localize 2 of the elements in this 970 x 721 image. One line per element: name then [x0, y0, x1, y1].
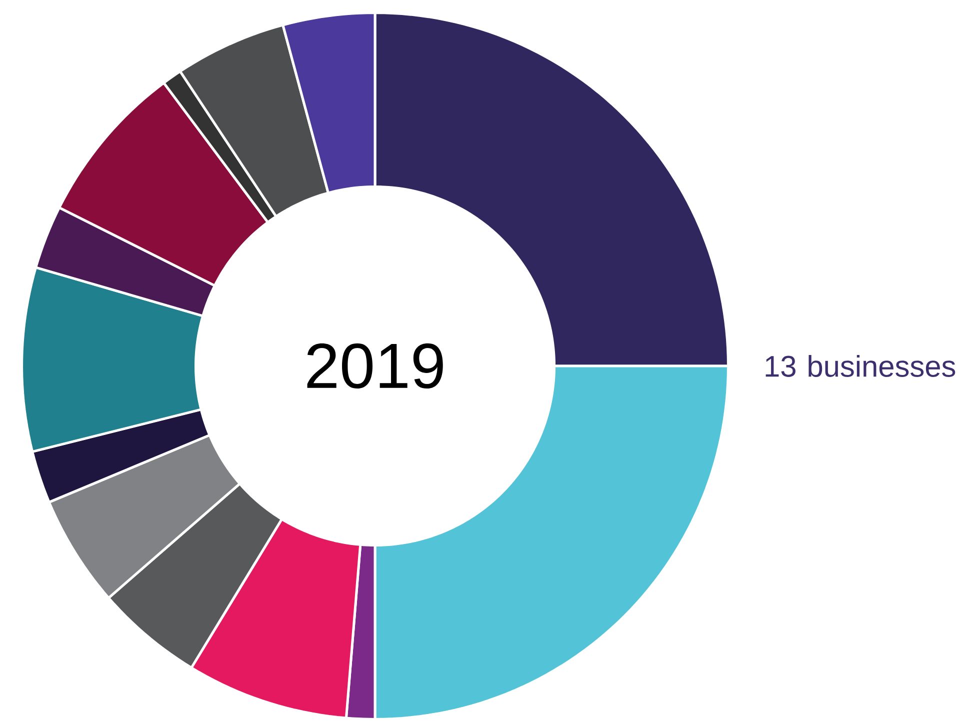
- text: 13 businesses: [766, 355, 956, 377]
- text: 2019: [307, 343, 443, 389]
